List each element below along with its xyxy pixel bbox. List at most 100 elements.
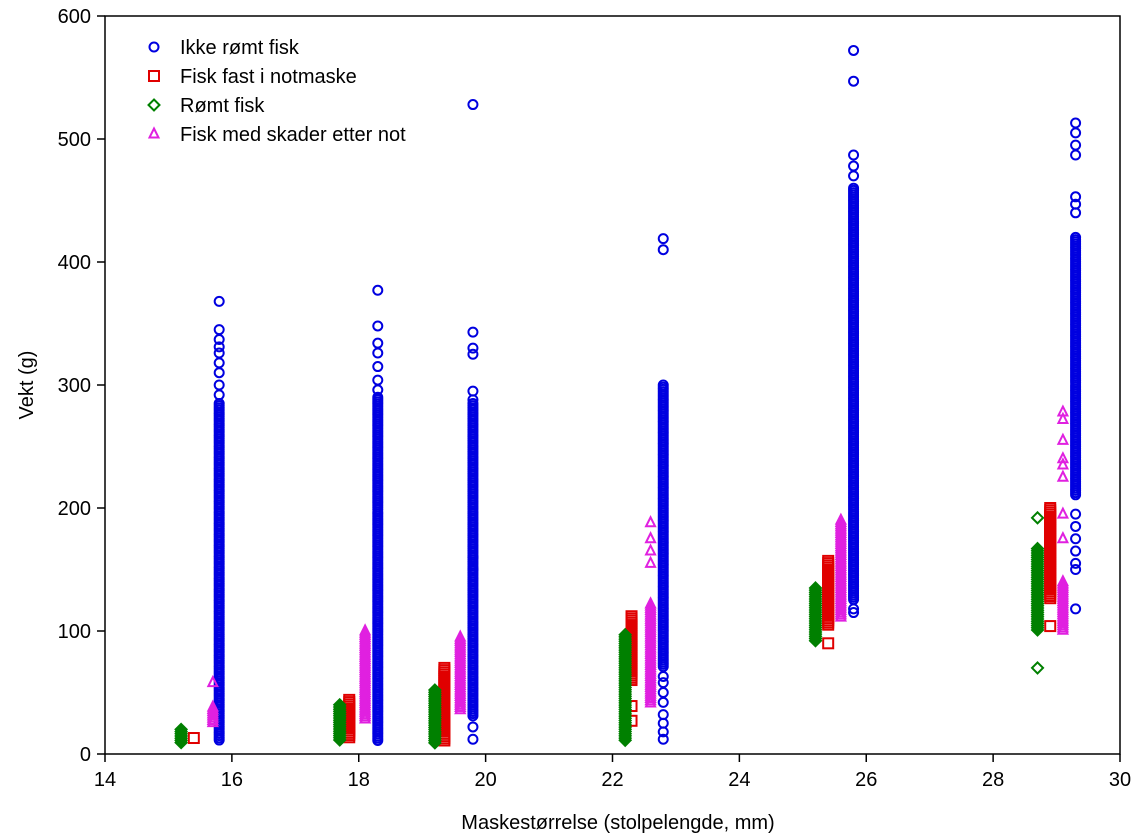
data-point [1030,614,1045,629]
data-point [1070,520,1082,532]
plot-area [174,44,1082,750]
data-point [1070,139,1082,151]
data-point [467,710,479,722]
data-point [372,347,384,359]
data-point [1070,533,1082,545]
data-point [213,347,225,359]
legend-marker [148,70,160,82]
data-point [174,733,189,748]
data-point [332,728,347,743]
data-point [1070,557,1082,569]
data-point [1030,616,1045,631]
data-point [358,711,372,724]
data-point [213,379,225,391]
data-point [427,733,442,748]
data-point [1070,127,1082,139]
legend-label: Rømt fisk [180,95,265,117]
data-point [848,170,860,182]
data-point [618,728,633,743]
data-point [332,733,347,747]
x-tick-label: 24 [728,769,750,791]
data-point [1030,620,1045,635]
data-point [644,515,657,528]
data-point [1030,618,1045,633]
data-point [808,633,823,648]
series-2 [174,510,1045,750]
data-point [657,677,669,689]
y-tick-label: 500 [58,129,91,151]
data-point [213,357,225,369]
x-tick-label: 30 [1109,769,1131,791]
data-point [644,695,657,708]
data-point [618,731,633,746]
data-point [808,631,823,646]
series-3 [206,404,1070,728]
x-tick-label: 26 [855,769,877,791]
data-point [644,555,657,568]
data-point [1070,117,1082,129]
data-point [822,618,835,631]
data-point [174,735,189,750]
data-point [808,627,823,642]
y-tick-label: 200 [58,498,91,520]
data-point [618,724,633,739]
data-point [1056,506,1070,519]
data-point [657,687,669,698]
legend-label: Fisk fast i notmaske [180,66,357,88]
data-point [1056,469,1070,482]
data-point [467,342,479,354]
y-axis-title: Vekt (g) [16,351,38,420]
data-point [467,326,479,338]
data-point [427,735,442,750]
x-tick-label: 20 [475,769,497,791]
data-point [372,735,384,746]
y-tick-label: 0 [80,744,91,766]
y-tick-label: 100 [58,621,91,643]
data-point [332,730,347,745]
data-point [848,75,860,87]
y-tick-label: 600 [58,6,91,28]
y-tick-label: 400 [58,252,91,274]
data-point [427,727,442,741]
data-point [372,374,384,386]
data-point [467,721,479,733]
data-point [618,733,633,748]
data-point [332,726,347,741]
data-point [657,709,669,721]
x-tick-label: 18 [348,769,370,791]
data-point [467,733,479,745]
data-point [618,726,633,741]
data-point [1070,489,1082,501]
data-point [174,731,189,746]
data-point [1070,149,1082,161]
legend-marker [147,126,161,139]
x-tick-label: 16 [221,769,243,791]
legend-label: Ikke rømt fisk [180,37,300,59]
data-point [467,385,479,397]
data-point [808,625,823,639]
data-point [848,44,860,56]
data-point [467,348,479,360]
data-point [213,341,225,353]
data-point [467,99,479,111]
data-point [1056,432,1070,445]
data-point [657,733,669,745]
data-point [848,607,860,619]
data-point [1070,545,1082,557]
data-point [206,674,219,688]
data-point [834,609,847,622]
data-point [848,149,860,161]
data-point [454,702,467,715]
data-point [174,726,189,741]
data-point [206,714,219,728]
data-point [1056,404,1070,417]
data-point [1070,508,1082,520]
data-point [174,729,189,743]
data-point [1056,457,1070,470]
legend-marker [148,41,160,53]
data-point [848,603,860,615]
legend: Ikke rømt fisk Fisk fast i notmaske Rømt f… [147,37,406,146]
data-point [657,671,669,683]
x-axis-title: Maskestørrelse (stolpelengde, mm) [461,812,774,834]
